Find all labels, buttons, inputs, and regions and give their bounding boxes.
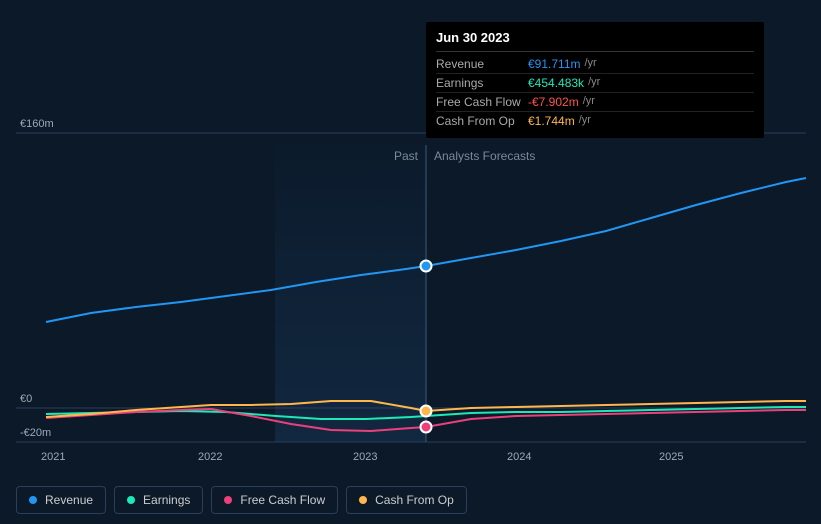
tooltip-value: €454.483k [528,76,584,90]
legend-label: Earnings [143,493,190,507]
past-label: Past [394,149,419,163]
tooltip-suffix: /yr [583,95,595,109]
x-axis-label: 2023 [353,451,377,463]
x-axis-label: 2022 [198,451,222,463]
tooltip-suffix: /yr [588,76,600,90]
tooltip-label: Revenue [436,57,528,71]
x-axis-label: 2021 [41,451,65,463]
tooltip-label: Cash From Op [436,114,528,128]
legend-item[interactable]: Cash From Op [346,486,467,514]
tooltip-label: Earnings [436,76,528,90]
legend-dot [359,496,367,504]
legend-dot [29,496,37,504]
tooltip-suffix: /yr [584,57,596,71]
tooltip-value: -€7.902m [528,95,579,109]
tooltip-label: Free Cash Flow [436,95,528,109]
chart-tooltip: Jun 30 2023 Revenue€91.711m/yrEarnings€4… [426,22,764,138]
y-axis-label: €0 [20,393,32,405]
forecast-label: Analysts Forecasts [434,149,535,163]
financial-chart: €160m €0 -€20m Past Analysts Forecasts 2021 20… [16,10,806,480]
legend-dot [127,496,135,504]
tooltip-row: Revenue€91.711m/yr [436,55,754,74]
legend-label: Cash From Op [375,493,454,507]
x-axis-label: 2024 [507,451,531,463]
chart-marker [421,261,432,272]
tooltip-suffix: /yr [579,114,591,128]
tooltip-row: Free Cash Flow-€7.902m/yr [436,93,754,112]
legend-item[interactable]: Revenue [16,486,106,514]
legend-label: Free Cash Flow [240,493,325,507]
legend-dot [224,496,232,504]
legend-item[interactable]: Free Cash Flow [211,486,338,514]
chart-legend: Revenue Earnings Free Cash Flow Cash From O… [16,486,467,514]
tooltip-value: €91.711m [528,57,580,71]
y-axis-label: -€20m [20,427,51,439]
tooltip-row: Earnings€454.483k/yr [436,74,754,93]
tooltip-value: €1.744m [528,114,575,128]
legend-item[interactable]: Earnings [114,486,203,514]
tooltip-row: Cash From Op€1.744m/yr [436,112,754,130]
y-axis-label: €160m [20,118,54,130]
tooltip-title: Jun 30 2023 [436,30,754,52]
chart-marker [421,406,432,417]
chart-marker [421,422,432,433]
legend-label: Revenue [45,493,93,507]
x-axis-label: 2025 [659,451,683,463]
